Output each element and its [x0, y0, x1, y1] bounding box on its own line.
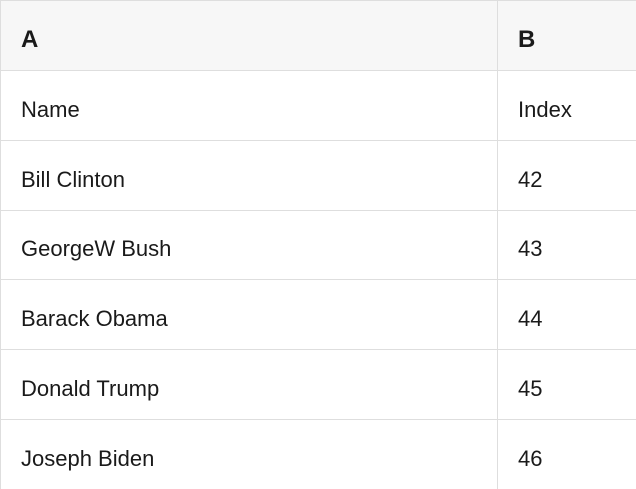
table-cell[interactable]: 44	[497, 279, 636, 351]
header-row: A B	[0, 0, 636, 71]
table-cell[interactable]: Name	[0, 69, 498, 141]
table-cell[interactable]: 46	[497, 419, 636, 489]
table-cell[interactable]: Index	[497, 69, 636, 141]
table-row: Joseph Biden 46	[0, 419, 636, 489]
table-cell[interactable]: 43	[497, 209, 636, 281]
table-cell[interactable]: GeorgeW Bush	[0, 209, 498, 281]
table-row: Barack Obama 44	[0, 279, 636, 351]
table-cell[interactable]: Joseph Biden	[0, 419, 498, 489]
table-cell[interactable]: Donald Trump	[0, 349, 498, 421]
table-cell[interactable]: 45	[497, 349, 636, 421]
table-cell[interactable]: Barack Obama	[0, 279, 498, 351]
table-row: Donald Trump 45	[0, 349, 636, 421]
table-cell[interactable]: Bill Clinton	[0, 139, 498, 211]
table-row: Bill Clinton 42	[0, 139, 636, 211]
table-row: Name Index	[0, 69, 636, 141]
table-cell[interactable]: 42	[497, 139, 636, 211]
column-header-a[interactable]: A	[0, 0, 498, 71]
column-header-b[interactable]: B	[497, 0, 636, 71]
table-row: GeorgeW Bush 43	[0, 209, 636, 281]
